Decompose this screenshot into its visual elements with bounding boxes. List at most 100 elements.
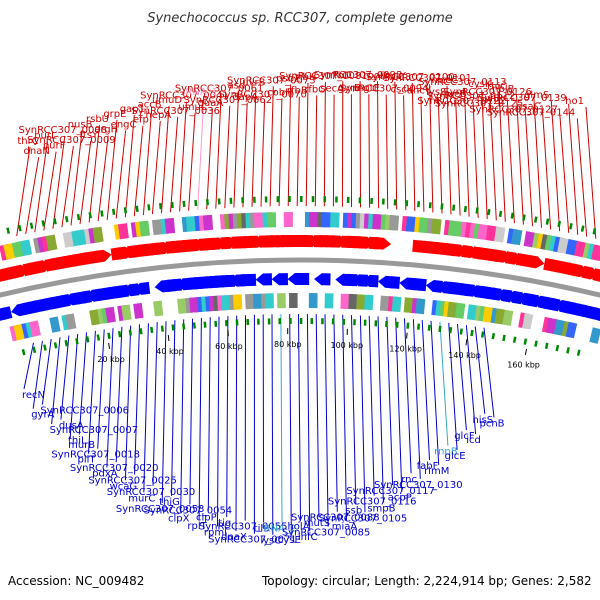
gene-label-synrcc307-0006: SynRCC307_0006 [40,405,129,416]
inner-tick [417,323,421,330]
gene-label-synrcc307-0101: SynRCC307_0101 [383,73,472,84]
forward-gene-arrow [526,254,545,269]
inner-tick [566,347,570,354]
gene-label-thil: thiL [68,436,87,447]
forward-leader-line [481,90,488,220]
gene-label-ssb: ssb [345,506,362,517]
reverse-leader-line [465,325,477,435]
reverse-leader-line [115,326,123,463]
feature-block [431,218,442,235]
reverse-leader-line [171,320,176,496]
gene-label-glms: glmS [524,90,549,101]
gene-label-synrcc307-0085: SynRCC307_0085 [282,528,371,539]
feature-block [403,297,414,313]
outer-tick [111,208,116,215]
forward-gene-arrow [94,249,112,263]
gene-label-synrcc307-0112: SynRCC307_0112 [427,91,516,102]
gene-label-uvrb: uvrB [242,78,265,89]
gene-label-synrcc307-0088: SynRCC307_0088 [291,513,380,524]
gene-label-ruvb: ruvB [477,93,500,104]
outer-tick [487,209,491,216]
reverse-leader-line [448,322,458,450]
inner-tick [459,328,463,335]
inner-tick [480,331,485,338]
gene-label-synrcc307-0041: SynRCC307_0041 [140,91,229,102]
outer-tick [440,203,444,210]
reverse-gene-arrow [74,290,92,304]
feature-block [164,217,176,234]
forward-leader-line [188,112,196,211]
feature-block [75,229,87,246]
reverse-leader-line [235,315,238,532]
inner-tick [150,326,154,334]
feature-block [348,293,358,310]
reverse-leader-line [404,318,412,474]
outer-tick [533,216,538,223]
reverse-leader-line [457,323,467,431]
feature-block [89,309,101,326]
gene-label-efp: efp [133,115,149,126]
forward-leader-line [472,101,479,218]
gene-label-glcf: glcF [454,431,475,442]
reverse-gene-arrow [218,274,235,288]
feature-block [340,293,350,309]
scale-tick [465,339,468,346]
outer-tick [545,218,550,225]
reverse-leader-line [78,332,87,435]
gene-label-synrcc307-0036: SynRCC307_0036 [131,106,220,117]
inner-tick [182,323,186,330]
gene-label-synrcc307-0094: SynRCC307_0094 [340,84,429,95]
gene-label-synrcc307-0071: SynRCC307_0071 [208,535,297,546]
reverse-leader-line [359,315,366,513]
gene-label-gyra: gyrA [31,410,54,421]
tick-marks [6,195,597,356]
inner-tick [448,327,453,334]
forward-leader-line [305,82,309,207]
feature-block [289,293,298,308]
gene-label-murc: murC [128,493,155,504]
feature-block [29,320,41,337]
outer-tick [100,210,104,217]
reverse-leader-line [351,315,357,505]
gene-label-umuc: umuC [178,102,207,113]
forward-leader-line [242,102,248,208]
outer-tick [88,212,92,219]
gene-label-icd: icd [466,435,481,446]
reverse-gene-arrow [112,284,129,298]
gene-label-rna-2: RNA_2 [264,524,297,535]
reverse-leader-line [395,317,403,492]
forward-leader-line [429,84,434,213]
inner-tick [512,336,517,343]
feature-block [494,308,506,325]
gene-label-engc: engC [111,120,137,131]
inner-tick [502,334,506,342]
scale-label: 100 kbp [330,341,363,350]
inner-tick [21,349,26,356]
feature-block [139,220,150,237]
gene-label-smpb: smpB [367,504,395,515]
feature-block [266,212,277,228]
scale-tick [524,348,527,355]
feature-block [221,295,231,311]
gene-label-dnan: dnaN [24,146,50,157]
forward-leader-line [394,81,398,210]
reverse-gene-arrow [591,308,600,321]
gene-label-umud: umuD [152,95,182,106]
feature-block [3,243,16,260]
reverse-leader-line [377,316,384,503]
gene-label-hepa: hepA [145,110,171,121]
reverse-gene-arrow [351,274,368,287]
gene-label-synrcc307-0113: SynRCC307_0113 [418,77,507,88]
outer-tick [64,215,69,223]
feature-block [121,304,132,321]
reverse-gene-arrow [239,273,257,287]
forward-leader-line [287,84,292,207]
outer-tick [194,199,198,207]
feature-block [502,309,514,326]
genome-backbone [0,257,600,298]
gene-label-synrcc307-0122: SynRCC307_0122 [417,96,506,107]
feature-block [482,306,494,323]
gene-label-rfbd: rfbD [330,70,352,81]
reverse-leader-line [60,335,70,420]
